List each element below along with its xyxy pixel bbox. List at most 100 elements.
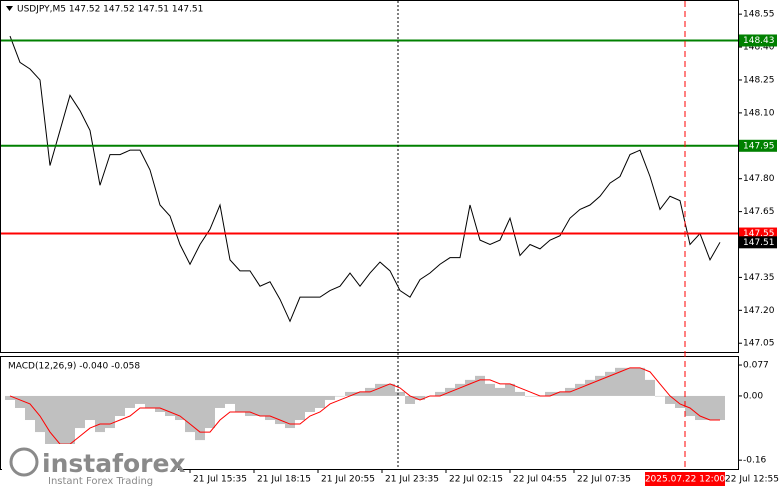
x-tick-label: 22 Jul 12:55 bbox=[725, 475, 779, 485]
macd-bar bbox=[525, 395, 535, 397]
macd-bar bbox=[295, 395, 305, 421]
macd-title: MACD(12,26,9) -0.040 -0.058 bbox=[8, 362, 140, 372]
macd-bar bbox=[455, 383, 465, 396]
y-tick-label: 147.65 bbox=[743, 207, 775, 217]
macd-bar bbox=[95, 395, 105, 433]
logo-icon bbox=[9, 447, 39, 477]
macd-bar bbox=[205, 395, 215, 429]
macd-bar bbox=[255, 395, 265, 417]
y-tick-label: 0.077 bbox=[743, 361, 769, 371]
macd-bar bbox=[335, 395, 345, 397]
x-tick-label: 21 Jul 20:55 bbox=[321, 475, 375, 485]
macd-bar bbox=[155, 395, 165, 412]
macd-bar bbox=[45, 395, 55, 449]
macd-bar bbox=[85, 395, 95, 421]
macd-bar bbox=[605, 371, 615, 396]
menu-arrow bbox=[6, 6, 13, 11]
macd-bar bbox=[625, 367, 635, 396]
x-tick-label: 21 Jul 18:15 bbox=[257, 475, 311, 485]
macd-bar bbox=[545, 391, 555, 396]
y-tick-label: -0.16 bbox=[743, 456, 767, 466]
price-title: USDJPY,M5 147.52 147.52 147.51 147.51 bbox=[17, 5, 203, 15]
macd-bar bbox=[325, 395, 335, 400]
macd-bar bbox=[555, 391, 565, 396]
level-label-bg bbox=[739, 34, 777, 47]
plot-layer: 148.55 148.40 148.25 148.10 147.80 147.65 147.… bbox=[1, 10, 779, 486]
macd-bar bbox=[385, 383, 395, 396]
price-line bbox=[9, 35, 721, 323]
x-tick-label: 21 Jul 15:35 bbox=[193, 475, 247, 485]
macd-bar bbox=[655, 395, 665, 397]
macd-bar bbox=[135, 395, 145, 404]
macd-bar bbox=[415, 395, 425, 400]
macd-bar bbox=[195, 395, 205, 441]
macd-bar bbox=[645, 379, 655, 396]
macd-bar bbox=[635, 367, 645, 396]
macd-bar bbox=[395, 391, 405, 396]
macd-bar bbox=[115, 395, 125, 417]
level-label-bg bbox=[739, 139, 777, 152]
x-tick-label: 22 Jul 04:55 bbox=[513, 475, 567, 485]
macd-bar bbox=[265, 395, 275, 421]
y-tick-label: 147.80 bbox=[743, 174, 775, 184]
macd-bar bbox=[675, 395, 685, 408]
macd-bar bbox=[235, 395, 245, 412]
y-tick-label: 148.25 bbox=[743, 75, 775, 85]
macd-bar bbox=[495, 387, 505, 396]
level-label: 147.55 bbox=[743, 229, 775, 239]
macd-frame bbox=[0, 356, 739, 470]
x-tick-label: 22 Jul 02:15 bbox=[449, 475, 503, 485]
watermark-slogan: Instant Forex Trading bbox=[48, 476, 153, 487]
macd-bar bbox=[345, 391, 355, 396]
macd-bar bbox=[595, 375, 605, 396]
macd-bar bbox=[225, 395, 235, 404]
price-frame bbox=[0, 0, 739, 353]
macd-bar bbox=[355, 391, 365, 396]
macd-bar bbox=[585, 379, 595, 396]
macd-bar bbox=[715, 395, 725, 421]
y-tick-label: 148.55 bbox=[743, 10, 775, 20]
watermark: instaforex Instant Forex Trading bbox=[2, 444, 186, 488]
macd-bar bbox=[105, 395, 115, 429]
cursor-label-bg bbox=[645, 472, 725, 486]
macd-bar bbox=[705, 395, 715, 421]
macd-bar bbox=[185, 395, 195, 433]
macd-bar bbox=[485, 383, 495, 396]
macd-bar bbox=[615, 367, 625, 396]
macd-bar bbox=[15, 395, 25, 408]
macd-bar bbox=[35, 395, 45, 433]
macd-bar bbox=[55, 395, 65, 457]
macd-bar bbox=[305, 395, 315, 412]
macd-bar bbox=[465, 379, 475, 396]
macd-bar bbox=[5, 395, 15, 400]
macd-bar bbox=[665, 395, 675, 404]
macd-bar bbox=[65, 395, 75, 445]
macd-bar bbox=[515, 391, 525, 396]
macd-bar bbox=[475, 375, 485, 396]
macd-bar bbox=[315, 395, 325, 408]
y-tick-label: 148.10 bbox=[743, 108, 775, 118]
macd-bar bbox=[505, 383, 515, 396]
y-tick-label: 0.00 bbox=[743, 391, 763, 401]
macd-bar bbox=[285, 395, 295, 429]
macd-bar bbox=[165, 395, 175, 417]
macd-bar bbox=[695, 395, 705, 421]
macd-bar bbox=[215, 395, 225, 408]
x-tick-label: 21 Jul 23:35 bbox=[385, 475, 439, 485]
signal-line bbox=[9, 367, 720, 445]
current-price-bg bbox=[739, 236, 777, 249]
macd-bar bbox=[245, 395, 255, 417]
level-label: 148.43 bbox=[743, 36, 775, 46]
macd-bar bbox=[145, 395, 155, 408]
y-tick-label: 147.35 bbox=[743, 273, 775, 283]
macd-bar bbox=[375, 383, 385, 396]
macd-bar bbox=[75, 395, 85, 429]
macd-bar bbox=[575, 383, 585, 396]
macd-bar bbox=[175, 395, 185, 421]
macd-bar bbox=[435, 391, 445, 396]
macd-bar bbox=[685, 395, 695, 417]
macd-bar bbox=[125, 395, 135, 408]
y-tick-label: 147.20 bbox=[743, 306, 775, 316]
watermark-name: instaforex bbox=[42, 449, 186, 478]
